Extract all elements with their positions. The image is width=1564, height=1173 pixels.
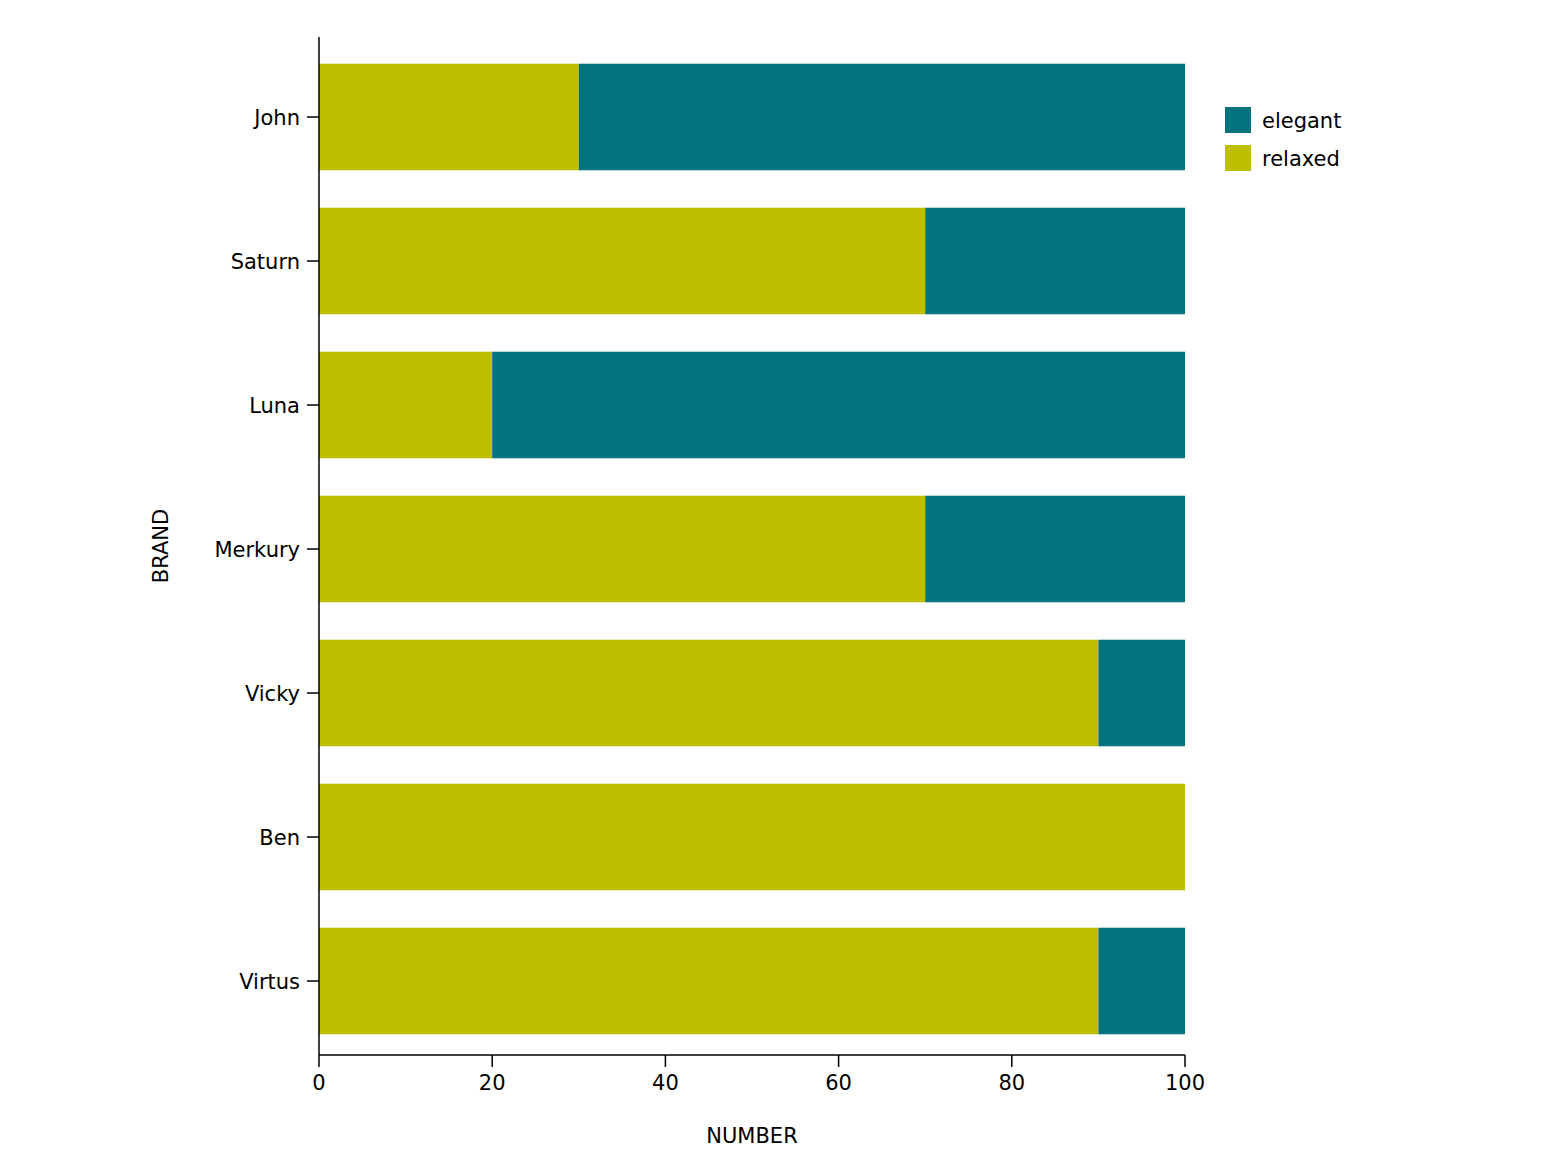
x-tick [1184, 1055, 1186, 1067]
bar-segment [1098, 640, 1185, 747]
x-axis-label: NUMBER [706, 1124, 797, 1148]
legend: elegant relaxed [1225, 107, 1341, 171]
x-tick-label: 100 [1165, 1071, 1205, 1095]
x-tick-label: 40 [652, 1071, 679, 1095]
x-tick-label: 60 [825, 1071, 852, 1095]
y-tick-label: John [252, 106, 300, 130]
x-tick [838, 1055, 840, 1067]
y-tick-label: Saturn [231, 250, 300, 274]
bar-segment [319, 352, 492, 459]
y-tick [307, 116, 319, 118]
bar-segment [925, 208, 1185, 315]
bars [319, 64, 1185, 1035]
bar-segment [925, 496, 1185, 603]
bar-segment [319, 64, 579, 171]
y-tick-label: Virtus [239, 970, 300, 994]
bar-segment [319, 928, 1098, 1035]
y-tick-label: Luna [249, 394, 300, 418]
y-tick [307, 836, 319, 838]
y-tick-label: Ben [259, 826, 300, 850]
bar-segment [319, 784, 1185, 891]
x-tick [318, 1055, 320, 1067]
x-axis-line [319, 1054, 1185, 1056]
legend-swatch [1225, 145, 1251, 171]
y-tick [307, 980, 319, 982]
bar-segment [1185, 784, 1186, 891]
legend-label: relaxed [1262, 147, 1340, 171]
bar-segment [579, 64, 1185, 171]
bar-segment [492, 352, 1185, 459]
y-tick-label: Merkury [214, 538, 300, 562]
y-axis-line [318, 37, 320, 1055]
bar-segment [319, 208, 925, 315]
x-tick [1011, 1055, 1013, 1067]
y-tick [307, 692, 319, 694]
chart: 0 20 40 60 80 100 John Saturn Luna Merkury Vicky Be… [0, 0, 1564, 1173]
x-tick [665, 1055, 667, 1067]
y-tick [307, 260, 319, 262]
y-tick [307, 548, 319, 550]
x-tick [491, 1055, 493, 1067]
bar-segment [319, 640, 1098, 747]
y-axis-label: BRAND [149, 509, 173, 583]
bar-segment [319, 496, 925, 603]
x-tick-label: 0 [312, 1071, 325, 1095]
bar-segment [1098, 928, 1185, 1035]
legend-swatch [1225, 107, 1251, 133]
x-tick-label: 80 [998, 1071, 1025, 1095]
x-tick-label: 20 [479, 1071, 506, 1095]
legend-label: elegant [1262, 109, 1341, 133]
y-tick [307, 404, 319, 406]
y-tick-label: Vicky [245, 682, 300, 706]
